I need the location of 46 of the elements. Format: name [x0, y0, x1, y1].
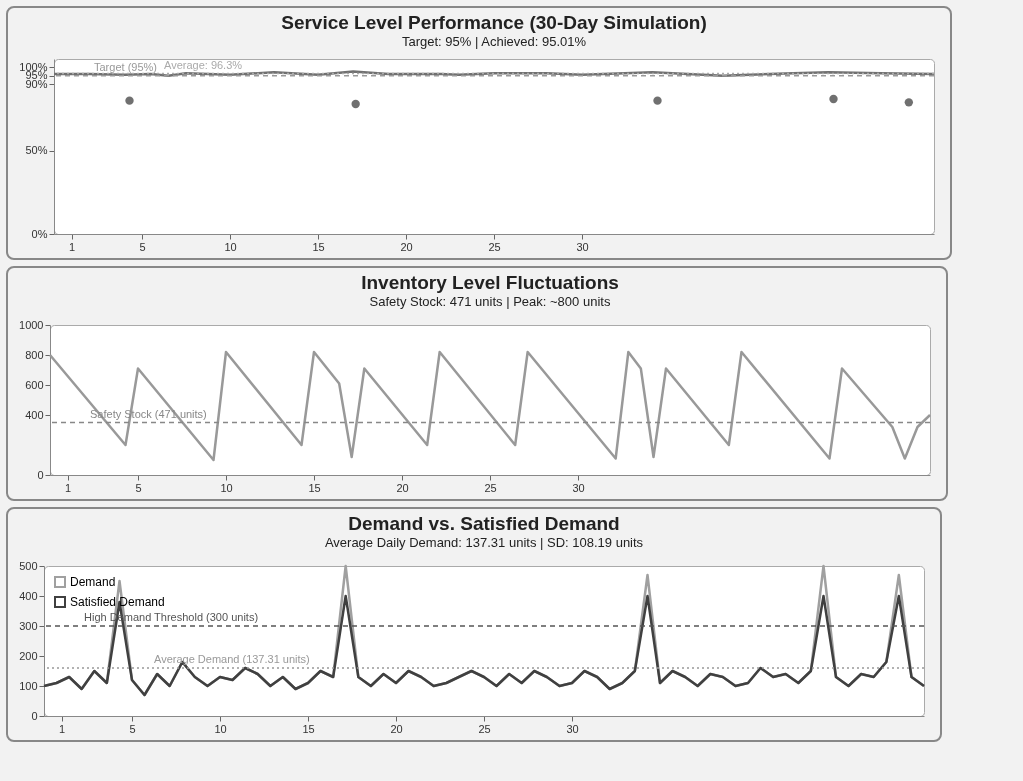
x-tick-label: 10: [224, 240, 237, 253]
y-tick-label: 100: [19, 679, 38, 692]
x-tick-label: 30: [576, 240, 589, 253]
x-tick-label: 20: [400, 240, 413, 253]
ref-line-label: Average: 96.3%: [164, 58, 243, 71]
x-tick-label: 1: [69, 240, 76, 253]
chart-subtitle: Average Daily Demand: 137.31 units | SD: 108.19 units: [324, 535, 644, 550]
x-tick-label: 25: [478, 722, 491, 735]
y-tick-label: 400: [19, 589, 38, 602]
x-tick-label: 15: [312, 240, 325, 253]
x-tick-label: 5: [135, 481, 142, 494]
y-tick-label: 1000: [19, 318, 44, 331]
chart-title: Inventory Level Fluctuations: [361, 272, 619, 293]
legend-label: Demand: [70, 575, 116, 589]
y-tick-label: 0: [31, 709, 38, 722]
x-tick-label: 15: [308, 481, 321, 494]
x-tick-label: 1: [65, 481, 72, 494]
y-tick-label: 100%: [19, 60, 48, 73]
x-tick-label: 20: [390, 722, 403, 735]
x-tick-label: 5: [139, 240, 146, 253]
x-tick-label: 10: [220, 481, 233, 494]
y-tick-label: 300: [19, 619, 38, 632]
y-tick-label: 0%: [31, 227, 48, 240]
y-tick-label: 400: [25, 408, 44, 421]
chart-subtitle: Target: 95% | Achieved: 95.01%: [401, 34, 587, 49]
x-tick-label: 10: [214, 722, 227, 735]
chart-title: Service Level Performance (30-Day Simulation): [281, 12, 707, 33]
y-tick-label: 600: [25, 378, 44, 391]
x-tick-label: 20: [396, 481, 409, 494]
x-tick-label: 1: [59, 722, 66, 735]
x-tick-label: 15: [302, 722, 315, 735]
legend-label: Satisfied Demand: [70, 595, 165, 609]
ref-line-label: Target (95%): [94, 60, 157, 73]
x-tick-label: 25: [488, 240, 501, 253]
y-tick-label: 200: [19, 649, 38, 662]
chart-subtitle: Safety Stock: 471 units | Peak: ~800 units: [369, 294, 611, 309]
x-tick-label: 5: [129, 722, 136, 735]
y-tick-label: 0: [37, 468, 44, 481]
x-tick-label: 25: [484, 481, 497, 494]
y-tick-label: 50%: [25, 144, 48, 157]
ref-line-label: Average Demand (137.31 units): [154, 653, 310, 665]
y-tick-label: 500: [19, 559, 38, 572]
x-tick-label: 30: [572, 481, 585, 494]
x-tick-label: 30: [566, 722, 579, 735]
chart-title: Demand vs. Satisfied Demand: [348, 513, 620, 534]
y-tick-label: 800: [25, 348, 44, 361]
